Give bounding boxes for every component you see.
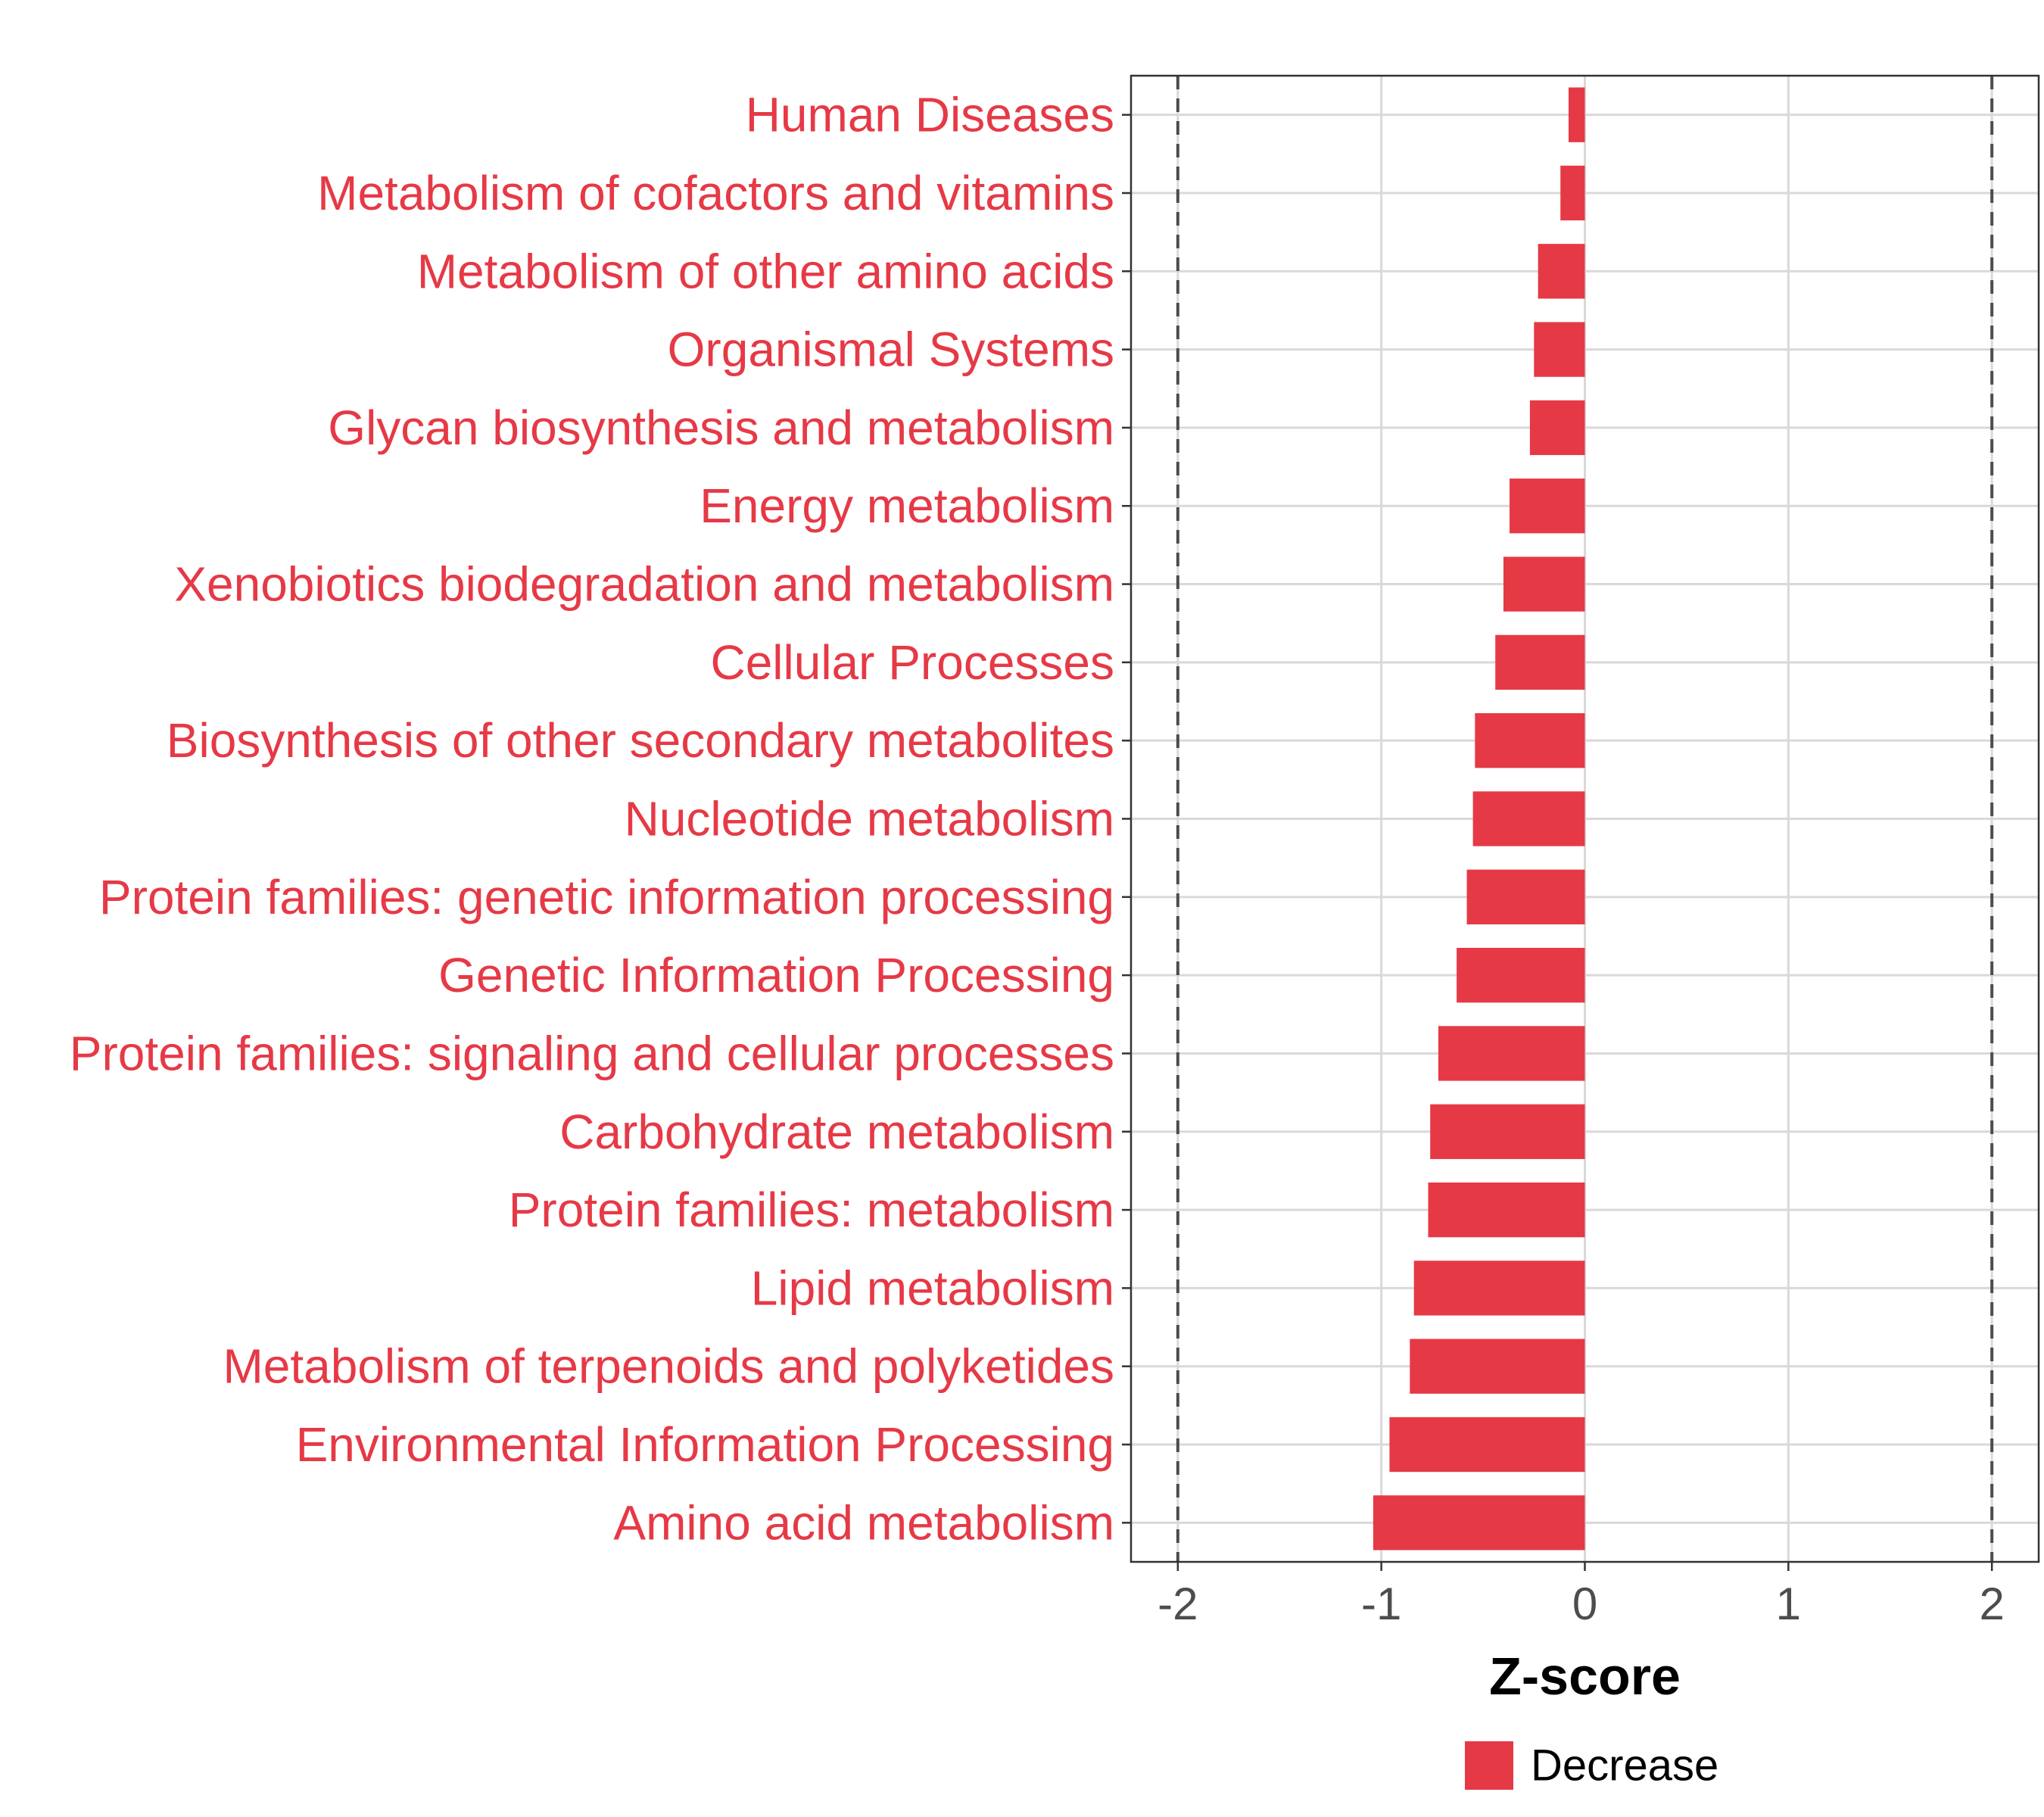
bar-18 [1373, 1495, 1585, 1551]
category-label: Metabolism of other amino acids [417, 244, 1114, 298]
x-axis: -2 -1 0 1 2 [1158, 1562, 2005, 1629]
legend-key-decrease [1465, 1741, 1513, 1790]
bar-8 [1475, 713, 1585, 768]
category-label: Lipid metabolism [751, 1261, 1114, 1315]
bar-15 [1413, 1261, 1585, 1316]
x-tick-label: 0 [1572, 1579, 1597, 1629]
category-label: Carbohydrate metabolism [559, 1105, 1114, 1159]
category-label: Nucleotide metabolism [625, 792, 1114, 846]
x-tick-label: 1 [1776, 1579, 1801, 1629]
bar-17 [1389, 1417, 1585, 1473]
bar-9 [1472, 791, 1585, 846]
category-label: Protein families: genetic information pr… [99, 870, 1114, 924]
category-label: Protein families: signaling and cellular… [70, 1026, 1114, 1080]
category-label: Metabolism of terpenoids and polyketides [223, 1339, 1114, 1394]
category-label: Environmental Information Processing [296, 1417, 1114, 1472]
bar-5 [1510, 478, 1585, 534]
x-tick-label: -2 [1158, 1579, 1198, 1629]
bar-12 [1438, 1026, 1585, 1081]
category-label: Metabolism of cofactors and vitamins [317, 166, 1114, 220]
x-tick-label: 2 [1979, 1579, 2004, 1629]
bar-13 [1430, 1104, 1585, 1159]
category-label: Amino acid metabolism [613, 1495, 1114, 1550]
bar-16 [1410, 1339, 1585, 1394]
category-label: Protein families: metabolism [509, 1183, 1114, 1237]
category-label: Organismal Systems [668, 323, 1114, 377]
bar-0 [1568, 87, 1585, 142]
bar-2 [1538, 244, 1585, 299]
bar-1 [1560, 165, 1585, 221]
bar-10 [1466, 869, 1585, 924]
bar-6 [1503, 556, 1585, 612]
category-label: Cellular Processes [710, 635, 1114, 690]
y-axis: Human Diseases Metabolism of cofactors an… [70, 88, 1131, 1550]
x-tick-label: -1 [1361, 1579, 1401, 1629]
category-label: Biosynthesis of other secondary metaboli… [167, 713, 1114, 768]
x-axis-title: Z-score [1489, 1647, 1681, 1706]
category-label: Human Diseases [746, 88, 1114, 142]
legend: Decrease [1465, 1741, 1718, 1791]
reference-lines [1176, 76, 1994, 1562]
bars [1373, 87, 1585, 1551]
category-label: Xenobiotics biodegradation and metabolis… [174, 557, 1114, 612]
bar-11 [1457, 947, 1585, 1003]
legend-label-decrease: Decrease [1531, 1741, 1718, 1791]
bar-4 [1529, 400, 1585, 456]
bar-7 [1495, 634, 1585, 690]
category-label: Energy metabolism [700, 478, 1114, 533]
category-label: Glycan biosynthesis and metabolism [328, 400, 1114, 455]
category-label: Genetic Information Processing [438, 948, 1114, 1002]
bar-3 [1534, 322, 1585, 377]
bar-14 [1428, 1182, 1585, 1238]
